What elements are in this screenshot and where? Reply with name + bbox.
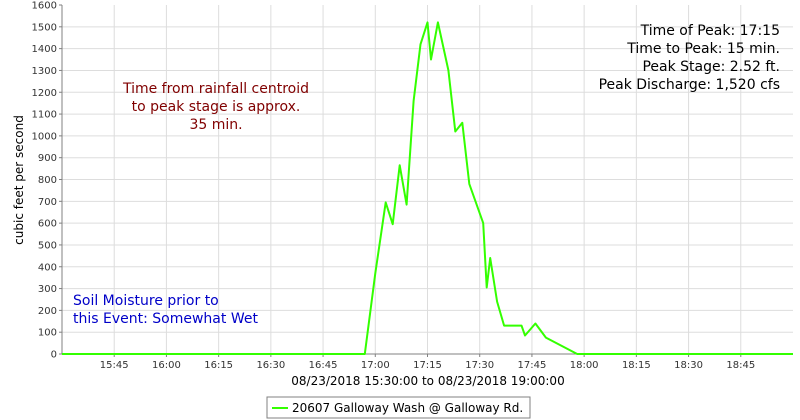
y-tick-label: 1300 (32, 66, 57, 77)
series-line (62, 21, 793, 355)
y-tick-label: 900 (38, 153, 57, 164)
x-tick-label: 16:30 (256, 360, 285, 371)
x-tick-label: 16:45 (309, 360, 338, 371)
series-group (62, 21, 793, 355)
x-axis-ticks: 15:45 16:00 16:15 16:30 16:45 17:00 17:15 17:30… (100, 354, 755, 371)
x-tick-label: 17:00 (361, 360, 390, 371)
y-tick-label: 700 (38, 197, 57, 208)
y-tick-label: 1100 (32, 110, 57, 121)
x-tick-label: 18:00 (570, 360, 599, 371)
centroid-note-line-1: Time from rainfall centroid (122, 81, 309, 97)
x-tick-label: 16:15 (204, 360, 233, 371)
centroid-note: Time from rainfall centroid to peak stag… (122, 81, 309, 133)
x-tick-label: 18:45 (726, 360, 755, 371)
x-tick-label: 18:30 (674, 360, 703, 371)
x-tick-label: 15:45 (100, 360, 129, 371)
y-axis-title: cubic feet per second (12, 115, 26, 245)
x-tick-label: 16:00 (152, 360, 181, 371)
y-tick-label: 100 (38, 328, 57, 339)
x-tick-label: 17:45 (518, 360, 547, 371)
x-tick-label: 17:15 (413, 360, 442, 371)
legend: 20607 Galloway Wash @ Galloway Rd. (266, 396, 531, 419)
y-tick-label: 500 (38, 240, 57, 251)
peak-stage-annotation: Peak Stage: 2.52 ft. (642, 59, 780, 75)
y-tick-label: 200 (38, 306, 57, 317)
y-tick-label: 300 (38, 284, 57, 295)
soil-note-line-2: this Event: Somewhat Wet (73, 311, 258, 327)
x-axis-title: 08/23/2018 15:30:00 to 08/23/2018 19:00:… (291, 374, 564, 388)
y-tick-label: 0 (51, 350, 57, 361)
legend-label: 20607 Galloway Wash @ Galloway Rd. (292, 401, 523, 415)
peak-discharge-annotation: Peak Discharge: 1,520 cfs (599, 77, 780, 93)
centroid-note-line-2: to peak stage is approx. (132, 99, 301, 115)
peak-time-annotation: Time of Peak: 17:15 (640, 23, 780, 39)
time-to-peak-annotation: Time to Peak: 15 min. (626, 41, 780, 57)
y-tick-label: 1600 (32, 1, 57, 12)
y-tick-label: 1200 (32, 88, 57, 99)
x-tick-label: 18:15 (622, 360, 651, 371)
soil-moisture-note: Soil Moisture prior to this Event: Somew… (73, 293, 258, 327)
y-tick-label: 600 (38, 219, 57, 230)
legend-box (266, 396, 531, 419)
y-tick-label: 1500 (32, 22, 57, 33)
soil-note-line-1: Soil Moisture prior to (73, 293, 219, 309)
y-tick-label: 800 (38, 175, 57, 186)
y-tick-label: 1000 (32, 131, 57, 142)
y-tick-label: 400 (38, 262, 57, 273)
x-tick-label: 17:30 (465, 360, 494, 371)
y-axis-ticks: 0 100 200 300 400 500 600 700 800 900 1000 1100 1200… (32, 1, 62, 361)
y-tick-label: 1400 (32, 44, 57, 55)
centroid-note-line-3: 35 min. (189, 117, 242, 133)
